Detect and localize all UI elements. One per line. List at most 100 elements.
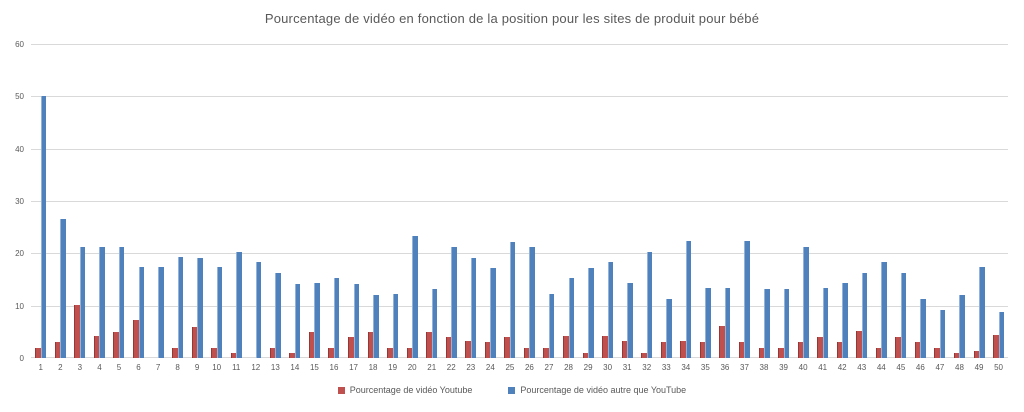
- other-video-bar-44: [881, 262, 887, 358]
- other-video-bar-3: [79, 247, 86, 358]
- y-tick-label-30: 30: [15, 197, 24, 206]
- other-video-bar-33: [666, 299, 672, 358]
- x-tick-label-36: 36: [720, 363, 730, 372]
- gridline-40: [31, 148, 1008, 150]
- youtube-bar-41: [817, 337, 823, 358]
- youtube-bar-34: [680, 341, 686, 358]
- bar-group-3: [70, 44, 90, 358]
- youtube-bar-17: [348, 337, 354, 358]
- bar-group-39: [774, 44, 794, 358]
- bar-group-13: [266, 44, 286, 358]
- other-video-bar-10: [216, 267, 223, 358]
- bar-group-18: [363, 44, 383, 358]
- bar-group-33: [657, 44, 677, 358]
- bar-group-1: [31, 44, 51, 358]
- y-tick-label-60: 60: [15, 40, 24, 49]
- gridline-10: [31, 305, 1008, 307]
- bars-area: [31, 44, 1008, 358]
- other-video-bar-19: [392, 294, 399, 358]
- other-video-bar-23: [470, 257, 477, 358]
- other-video-bar-48: [959, 295, 965, 358]
- chart-title: Pourcentage de vidéo en fonction de la p…: [264, 11, 760, 26]
- x-tick-label-47: 47: [935, 363, 945, 372]
- legend-label-other-video: Pourcentage de vidéo autre que YouTube: [520, 385, 687, 395]
- x-tick-label-6: 6: [136, 363, 141, 372]
- x-tick-label-28: 28: [564, 363, 573, 372]
- y-tick-label-20: 20: [15, 249, 24, 259]
- other-video-bar-39: [783, 288, 790, 358]
- other-video-bar-42: [842, 283, 848, 358]
- other-video-bar-25: [509, 241, 516, 358]
- x-tick-label-46: 46: [915, 363, 925, 372]
- bar-group-5: [109, 44, 129, 358]
- y-tick-label-40: 40: [15, 144, 24, 154]
- bar-group-9: [187, 44, 207, 358]
- other-video-bar-8: [177, 257, 184, 358]
- bar-group-6: [129, 44, 149, 358]
- youtube-bar-20: [406, 347, 413, 358]
- bar-group-45: [891, 44, 911, 358]
- youtube-bar-22: [445, 337, 452, 358]
- youtube-bar-32: [641, 352, 647, 358]
- youtube-bar-31: [621, 341, 628, 358]
- x-tick-label-15: 15: [309, 363, 319, 372]
- other-video-bar-40: [803, 247, 809, 358]
- x-tick-label-14: 14: [290, 363, 300, 372]
- youtube-bar-33: [660, 342, 667, 358]
- other-video-bar-49: [979, 267, 985, 358]
- bar-group-50: [989, 44, 1009, 358]
- x-tick-label-42: 42: [837, 363, 847, 372]
- youtube-bar-19: [387, 347, 393, 358]
- youtube-bar-30: [602, 336, 608, 358]
- x-tick-label-23: 23: [466, 363, 476, 372]
- other-video-bar-34: [685, 241, 692, 358]
- other-video-bar-35: [705, 288, 711, 358]
- other-video-bar-13: [275, 272, 281, 358]
- youtube-bar-4: [93, 336, 100, 358]
- other-video-bar-17: [353, 283, 360, 358]
- x-tick-label-12: 12: [251, 363, 261, 372]
- x-tick-label-1: 1: [38, 363, 43, 372]
- other-video-bar-24: [490, 268, 496, 358]
- bar-group-49: [969, 44, 989, 358]
- legend-swatch-other-video: [508, 386, 516, 394]
- x-tick-label-48: 48: [955, 363, 964, 372]
- other-video-bar-12: [255, 262, 262, 358]
- youtube-bar-23: [465, 341, 471, 358]
- youtube-bar-8: [172, 347, 178, 358]
- x-tick-label-17: 17: [349, 363, 358, 372]
- x-axis-labels: 1 2 3 4 5 6 7 8 9 10 11 12 13 14 15 16 17 18 19 20 21 22 23 24 2…: [31, 363, 1008, 372]
- bar-group-19: [383, 44, 403, 358]
- other-video-bar-46: [920, 298, 926, 358]
- youtube-bar-6: [133, 320, 139, 358]
- other-video-bar-4: [99, 247, 105, 358]
- bar-group-41: [813, 44, 833, 358]
- youtube-bar-2: [54, 342, 61, 358]
- bar-group-25: [500, 44, 520, 358]
- x-tick-label-7: 7: [155, 363, 161, 372]
- youtube-bar-35: [699, 342, 706, 358]
- youtube-bar-28: [563, 336, 569, 358]
- youtube-bar-45: [895, 337, 901, 358]
- bar-group-48: [950, 44, 970, 358]
- other-video-bar-14: [294, 283, 301, 358]
- x-tick-label-33: 33: [661, 363, 671, 372]
- youtube-bar-5: [113, 331, 119, 358]
- x-tick-label-13: 13: [270, 363, 280, 372]
- x-tick-label-9: 9: [194, 363, 200, 372]
- youtube-bar-11: [230, 352, 237, 358]
- youtube-bar-27: [543, 347, 549, 358]
- bar-group-28: [559, 44, 579, 358]
- other-video-bar-32: [646, 252, 653, 358]
- x-tick-label-30: 30: [603, 363, 613, 372]
- legend-label-youtube: Pourcentage de vidéo Youtube: [349, 385, 473, 395]
- other-video-bar-20: [412, 236, 418, 358]
- other-video-bar-26: [529, 247, 535, 358]
- x-tick-label-27: 27: [544, 363, 554, 372]
- bar-group-14: [285, 44, 305, 358]
- youtube-bar-38: [758, 347, 764, 358]
- youtube-bar-1: [35, 347, 41, 358]
- bar-group-38: [754, 44, 774, 358]
- other-video-bar-5: [118, 246, 125, 358]
- x-tick-label-40: 40: [798, 363, 808, 372]
